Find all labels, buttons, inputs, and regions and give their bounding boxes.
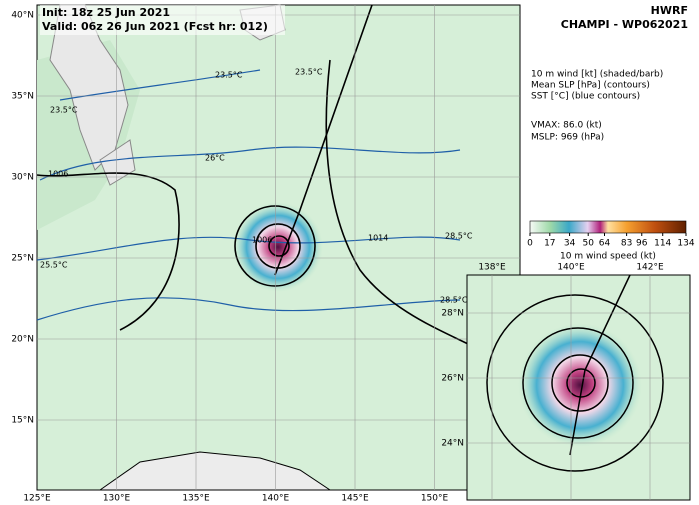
colorbar-tick-label: 0	[527, 239, 533, 249]
land	[98, 451, 332, 491]
legend-line: SST [°C] (blue contours)	[531, 92, 640, 102]
colorbar-tick-label: 83	[621, 239, 632, 249]
contour-label: 23.5°C	[215, 71, 243, 80]
lon-label: 150°E	[421, 494, 449, 504]
lon-label: 142°E	[636, 263, 664, 273]
storm-wind	[233, 202, 323, 292]
init-time: Init: 18z 25 Jun 2021	[42, 6, 170, 19]
valid-time: Valid: 06z 26 Jun 2021 (Fcst hr: 012)	[42, 20, 268, 33]
lon-label: 140°E	[557, 263, 585, 273]
storm-name: CHAMPI - WP062021	[561, 18, 688, 31]
colorbar-tick-label: 64	[599, 239, 611, 249]
contour-label: 25.5°C	[40, 261, 68, 270]
inset-map	[466, 274, 691, 501]
lat-label: 20°N	[11, 335, 34, 345]
colorbar-tick-label: 96	[636, 239, 648, 249]
lat-label: 40°N	[11, 11, 34, 21]
colorbar-tick-label: 17	[544, 239, 555, 249]
lat-label: 30°N	[11, 173, 34, 183]
lon-label: 138°E	[478, 263, 506, 273]
contour-label: 28.5°C	[445, 232, 473, 241]
colorbar-tick-label: 34	[564, 239, 576, 249]
grid	[467, 275, 690, 500]
colorbar-tick-label: 134	[677, 239, 694, 249]
lat-label: 28°N	[441, 309, 464, 319]
lat-label: 35°N	[11, 92, 34, 102]
colorbar-tick-label: 50	[582, 239, 594, 249]
header-bg	[40, 5, 285, 35]
lon-label: 140°E	[262, 494, 290, 504]
contour-label: 23.5°C	[295, 68, 323, 77]
contour-label: 1014	[368, 234, 388, 243]
lat-label: 26°N	[441, 374, 464, 384]
lon-label: 145°E	[341, 494, 369, 504]
slp-contours	[486, 274, 664, 472]
grid	[37, 5, 520, 490]
contour-label: 28.5°C	[440, 296, 468, 305]
slp-contours	[36, 4, 471, 346]
contour-label: 1006	[252, 236, 272, 245]
lon-label: 125°E	[23, 494, 51, 504]
vmax: VMAX: 86.0 (kt)	[531, 121, 602, 131]
model-name: HWRF	[651, 4, 688, 17]
lon-label: 130°E	[103, 494, 131, 504]
contour-label: 23.5°C	[50, 106, 78, 115]
lat-label: 15°N	[11, 416, 34, 426]
legend-line: Mean SLP [hPa] (contours)	[531, 81, 650, 91]
main-map: 1006 1006 1014 23.5°C 23.5°C 23.5°C 26°C…	[36, 4, 521, 491]
colorbar	[529, 220, 687, 234]
colorbar-tick-label: 114	[654, 239, 671, 249]
lon-label: 135°E	[182, 494, 210, 504]
legend-line: 10 m wind [kt] (shaded/barb)	[531, 70, 663, 80]
lat-label: 24°N	[441, 439, 464, 449]
mslp: MSLP: 969 (hPa)	[531, 133, 604, 143]
contour-label: 1006	[48, 170, 68, 179]
colorbar-label: 10 m wind speed (kt)	[560, 252, 656, 262]
storm-wind	[518, 323, 642, 447]
lat-label: 25°N	[11, 254, 34, 264]
contour-label: 26°C	[205, 154, 225, 163]
